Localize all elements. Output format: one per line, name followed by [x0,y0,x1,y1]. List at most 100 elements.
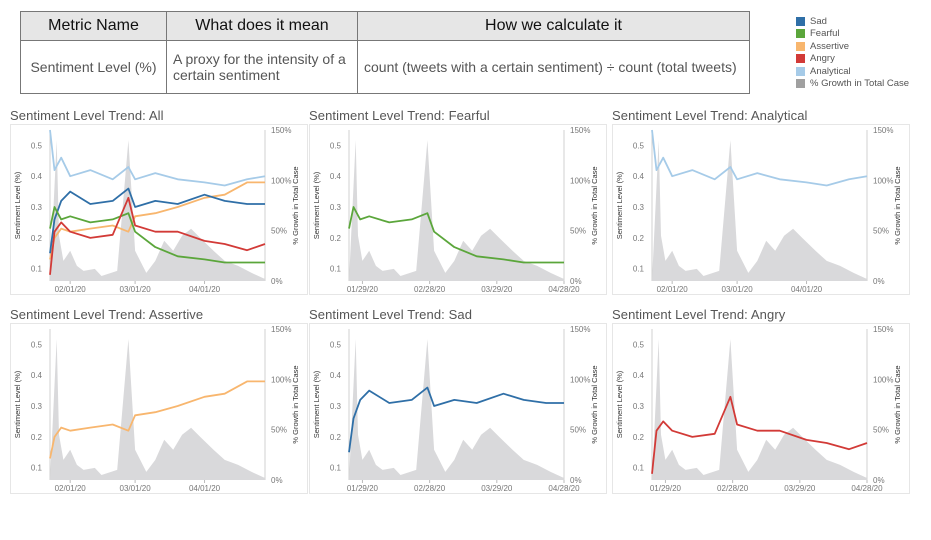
legend-item-sad: Sad [796,15,909,28]
legend-label: Analytical [810,65,851,77]
y2-axis-title: % Growth in Total Case [590,166,599,244]
y-tick-label: 0.2 [330,433,342,442]
y-tick-label: 0.2 [330,234,342,243]
legend-item-analytical: Analytical [796,65,909,78]
y-axis-title: Sentiment Level (%) [615,370,624,438]
y2-tick-label: 100% [570,176,590,185]
y2-tick-label: 100% [873,375,893,384]
growth-area [50,339,265,480]
y2-tick-label: 50% [570,227,586,236]
y2-tick-label: 0% [570,277,582,286]
x-tick-label: 03/29/20 [481,285,513,294]
y-tick-label: 0.1 [633,265,645,274]
x-tick-label: 03/29/20 [481,484,513,493]
growth-area [652,140,867,281]
y-tick-label: 0.4 [330,172,342,181]
x-tick-label: 04/28/20 [548,285,580,294]
legend: Sad Fearful Assertive Angry Analytical %… [796,15,909,90]
y2-tick-label: 150% [271,325,291,334]
y-tick-label: 0.3 [31,402,43,411]
y-tick-label: 0.5 [330,141,342,150]
series-line-analytical [49,129,266,187]
chart-plot: 0.1 0.2 0.3 0.4 0.5 0% 50% 100% 150% 02/01/20 03/0… [612,124,910,295]
chart-plot: 0.1 0.2 0.3 0.4 0.5 0% 50% 100% 150% 02/01/20 03/0… [10,323,308,494]
x-tick-label: 02/28/20 [414,484,446,493]
x-tick-label: 04/01/20 [189,285,221,294]
y2-tick-label: 50% [570,426,586,435]
table-header-calculation: How we calculate it [357,11,750,41]
y-tick-label: 0.4 [31,371,43,380]
x-tick-label: 04/01/20 [189,484,221,493]
y-tick-label: 0.2 [633,234,645,243]
table-cell-metric-name: Sentiment Level (%) [20,40,167,94]
y2-axis-title: % Growth in Total Case [291,166,300,244]
y-axis-title: Sentiment Level (%) [312,370,321,438]
chart-title: Sentiment Level Trend: Analytical [612,108,808,123]
y-tick-label: 0.1 [31,265,43,274]
legend-label: Fearful [810,28,840,40]
y2-tick-label: 150% [570,126,590,135]
legend-label: Angry [810,53,835,65]
x-tick-label: 02/28/20 [414,285,446,294]
chart-plot: 0.1 0.2 0.3 0.4 0.5 0% 50% 100% 150% 02/01/20 03/0… [10,124,308,295]
legend-item-fearful: Fearful [796,28,909,41]
y2-tick-label: 100% [570,375,590,384]
legend-label: Assertive [810,40,850,52]
legend-swatch [796,16,805,26]
table-cell-meaning: A proxy for the intensity of a certain s… [166,40,358,94]
chart-frame [612,323,910,494]
y-tick-label: 0.2 [31,433,43,442]
y-tick-label: 0.3 [330,203,342,212]
x-tick-label: 01/29/20 [347,285,379,294]
y-tick-label: 0.5 [31,141,43,150]
legend-item-growth: % Growth in Total Case [796,78,909,91]
chart-panel-all: Sentiment Level Trend: All 0.1 0.2 0.3 0.4 0… [10,108,308,295]
table-cell-calculation: count (tweets with a certain sentiment) … [357,40,750,94]
growth-area [349,339,564,480]
growth-area [349,140,564,281]
legend-swatch [796,41,805,51]
chart-plot: 0.1 0.2 0.3 0.4 0.5 0% 50% 100% 150% 01/29/20 02/2… [612,323,910,494]
series-line-assertive [49,380,265,459]
y-tick-label: 0.1 [633,464,645,473]
x-tick-label: 04/01/20 [791,285,823,294]
y-tick-label: 0.3 [633,402,645,411]
chart-title: Sentiment Level Trend: Sad [309,307,473,322]
x-tick-label: 04/28/20 [851,484,883,493]
y2-tick-label: 50% [873,227,889,236]
y2-tick-label: 150% [873,325,893,334]
legend-label: Sad [810,15,827,27]
y-tick-label: 0.1 [330,464,342,473]
series-line-sad [348,386,564,453]
x-tick-label: 02/01/20 [55,285,87,294]
y2-tick-label: 0% [271,277,283,286]
y-axis-title: Sentiment Level (%) [13,370,22,438]
y2-axis-title: % Growth in Total Case [291,365,300,443]
series-line-sad [49,187,265,254]
y-axis-title: Sentiment Level (%) [615,171,624,239]
x-tick-label: 03/01/20 [722,285,754,294]
x-tick-label: 02/28/20 [717,484,749,493]
y-tick-label: 0.1 [330,265,342,274]
chart-title: Sentiment Level Trend: All [10,108,164,123]
series-line-angry [49,196,266,275]
y-tick-label: 0.5 [633,141,645,150]
y-tick-label: 0.2 [31,234,43,243]
legend-item-assertive: Assertive [796,40,909,53]
y-tick-label: 0.1 [31,464,43,473]
x-tick-label: 03/29/20 [784,484,816,493]
chart-panel-analytical: Sentiment Level Trend: Analytical 0.1 0.2… [612,108,910,295]
y2-tick-label: 100% [271,176,291,185]
x-tick-label: 04/28/20 [548,484,580,493]
chart-frame [309,323,607,494]
legend-swatch [796,79,805,89]
y-axis-title: Sentiment Level (%) [13,171,22,239]
y-tick-label: 0.5 [633,340,645,349]
legend-item-angry: Angry [796,53,909,66]
chart-frame [612,124,910,295]
x-tick-label: 02/01/20 [657,285,689,294]
growth-area [50,140,265,281]
series-line-fearful [49,206,265,264]
y2-tick-label: 0% [271,476,283,485]
chart-panel-assertive: Sentiment Level Trend: Assertive 0.1 0.2 0… [10,307,308,494]
